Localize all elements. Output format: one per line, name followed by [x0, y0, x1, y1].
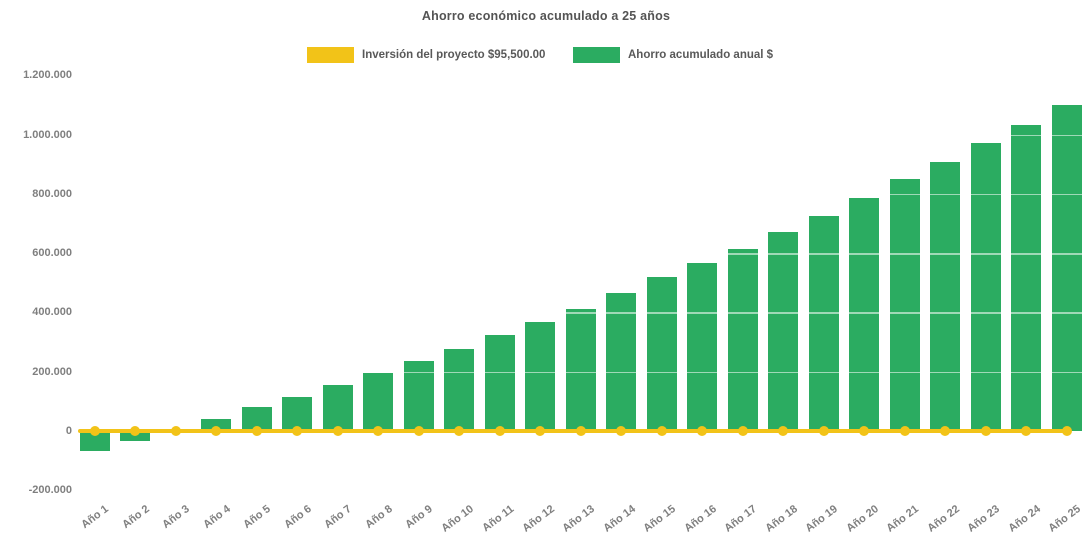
- legend-swatch-investment-line: [307, 47, 354, 63]
- bar-ano-15: [646, 276, 677, 431]
- x-axis-label: Año 1: [79, 503, 112, 531]
- gridline: [76, 193, 1084, 196]
- line-marker-12: [535, 426, 546, 436]
- y-axis-label: 200.000: [32, 365, 72, 378]
- line-marker-1: [90, 426, 100, 436]
- y-axis-label: 400.000: [32, 306, 72, 319]
- bar-ano-17: [727, 248, 758, 431]
- x-axis-label: Año 19: [803, 503, 841, 535]
- bar-ano-7: [322, 385, 353, 431]
- x-axis-label: Año 6: [282, 503, 314, 531]
- bar-ano-13: [565, 308, 596, 431]
- bar-ano-18: [768, 232, 799, 431]
- y-axis-label: -200.000: [28, 484, 72, 497]
- x-axis-label: Año 23: [965, 503, 1003, 535]
- line-marker-7: [332, 426, 343, 436]
- line-marker-10: [454, 426, 465, 436]
- x-axis-label: Año 17: [722, 503, 760, 535]
- bar-ano-20: [849, 197, 880, 431]
- line-marker-6: [292, 426, 303, 436]
- y-axis-label: 600.000: [32, 247, 72, 260]
- bar-ano-4: [201, 418, 232, 431]
- gridline: [76, 134, 1084, 136]
- x-axis-label: Año 22: [924, 503, 962, 535]
- line-marker-8: [373, 426, 384, 436]
- line-marker-23: [980, 426, 991, 436]
- line-marker-2: [130, 426, 141, 436]
- line-marker-24: [1021, 426, 1032, 436]
- line-marker-9: [413, 426, 424, 436]
- x-axis-label: Año 3: [160, 503, 193, 531]
- x-axis-label: Año 25: [1046, 503, 1083, 535]
- gridline: [76, 75, 1084, 77]
- x-axis-label: Año 13: [560, 503, 598, 535]
- x-axis-label: Año 7: [322, 503, 355, 531]
- line-marker-22: [940, 426, 951, 436]
- x-axis-label: Año 9: [403, 503, 436, 531]
- line-marker-4: [211, 426, 222, 436]
- x-axis-label: Año 4: [201, 503, 233, 531]
- line-marker-18: [778, 426, 789, 436]
- gridline: [76, 253, 1084, 255]
- line-marker-25: [1061, 426, 1072, 436]
- line-marker-3: [170, 426, 181, 436]
- line-marker-13: [575, 426, 586, 436]
- x-axis-label: Año 20: [844, 503, 881, 535]
- legend-item-savings: Ahorro acumulado anual $: [573, 46, 773, 64]
- x-axis-label: Año 8: [363, 503, 395, 531]
- bar-ano-12: [525, 322, 556, 431]
- x-axis-label: Año 14: [601, 503, 638, 535]
- bar-ano-16: [687, 263, 718, 431]
- bar-ano-11: [484, 334, 515, 431]
- x-axis-label: Año 18: [763, 503, 800, 535]
- bar-ano-22: [930, 161, 961, 431]
- bar-ano-10: [444, 348, 475, 431]
- bar-ano-8: [363, 372, 394, 431]
- line-marker-17: [737, 426, 748, 436]
- bar-ano-21: [889, 178, 920, 431]
- line-marker-11: [494, 426, 505, 436]
- line-marker-5: [251, 426, 262, 436]
- y-axis-label: 1.000.000: [23, 128, 72, 141]
- bar-ano-23: [970, 142, 1001, 431]
- gridline: [76, 371, 1084, 374]
- legend-label-investment: Inversión del proyecto $95,500.00: [362, 49, 546, 61]
- x-axis-label: Año 10: [439, 503, 476, 535]
- line-marker-21: [899, 426, 910, 436]
- line-marker-14: [616, 426, 627, 436]
- bar-ano-19: [808, 215, 839, 431]
- line-marker-16: [697, 426, 708, 436]
- x-axis-label: Año 24: [1005, 503, 1043, 535]
- line-marker-15: [656, 426, 667, 436]
- bar-ano-1: [80, 431, 110, 451]
- y-axis-label: 1.200.000: [23, 69, 72, 82]
- legend-label-savings: Ahorro acumulado anual $: [628, 49, 774, 61]
- bar-ano-2: [120, 431, 151, 442]
- investment-line: [78, 429, 1070, 433]
- bar-ano-5: [241, 407, 272, 431]
- bar-ano-25: [1051, 105, 1082, 431]
- y-axis-label: 0: [65, 425, 72, 437]
- x-axis-label: Año 12: [520, 503, 557, 535]
- x-axis-label: Año 21: [884, 503, 922, 535]
- x-axis-label: Año 11: [480, 503, 517, 535]
- x-axis-label: Año 16: [682, 503, 719, 535]
- bar-ano-6: [282, 397, 313, 431]
- x-axis-label: Año 15: [641, 503, 679, 535]
- chart-title: Ahorro económico acumulado a 25 años: [421, 9, 671, 23]
- gridline: [76, 312, 1084, 314]
- x-axis-label: Año 5: [241, 503, 274, 531]
- line-marker-19: [818, 426, 829, 436]
- legend-swatch-savings-bar: [573, 47, 620, 63]
- x-axis-label: Año 2: [120, 503, 152, 531]
- bar-ano-14: [606, 293, 637, 431]
- bar-ano-24: [1011, 125, 1042, 431]
- line-marker-20: [859, 426, 870, 436]
- y-axis-label: 800.000: [32, 187, 72, 200]
- legend-item-investment: Inversión del proyecto $95,500.00: [307, 46, 545, 64]
